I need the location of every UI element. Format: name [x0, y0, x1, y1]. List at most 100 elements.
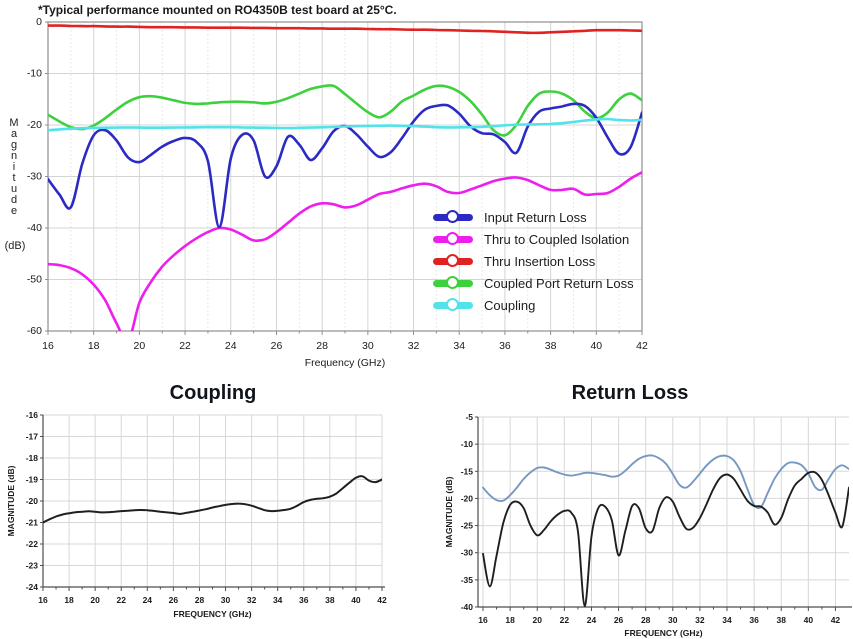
svg-text:-15: -15 — [461, 466, 474, 476]
x-axis-label: Frequency (GHz) — [305, 357, 386, 369]
svg-text:-20: -20 — [461, 493, 474, 503]
svg-text:-10: -10 — [27, 68, 42, 80]
svg-text:-10: -10 — [461, 439, 474, 449]
svg-text:-25: -25 — [461, 521, 474, 531]
svg-text:30: 30 — [362, 340, 374, 352]
svg-text:-18: -18 — [26, 453, 39, 463]
svg-text:28: 28 — [316, 340, 328, 352]
main-y-axis-unit: (dB) — [4, 240, 26, 252]
svg-text:-16: -16 — [26, 410, 39, 420]
legend-label: Thru Insertion Loss — [484, 253, 596, 269]
gridlines — [478, 416, 849, 608]
svg-text:40: 40 — [351, 595, 361, 605]
svg-text:-23: -23 — [26, 561, 39, 571]
svg-text:34: 34 — [722, 615, 732, 625]
svg-text:-22: -22 — [26, 539, 39, 549]
svg-text:32: 32 — [695, 615, 705, 625]
x-axis-label: FREQUENCY (GHz) — [173, 609, 251, 619]
svg-text:24: 24 — [143, 595, 153, 605]
svg-text:26: 26 — [614, 615, 624, 625]
svg-text:36: 36 — [749, 615, 759, 625]
axes — [45, 21, 643, 335]
series-coupling — [48, 117, 642, 132]
svg-text:22: 22 — [179, 340, 191, 352]
y-axis-label: MAGNITUDE (dB) — [6, 465, 16, 536]
svg-text:32: 32 — [408, 340, 420, 352]
svg-text:40: 40 — [804, 615, 814, 625]
svg-text:36: 36 — [299, 595, 309, 605]
svg-text:-50: -50 — [27, 274, 42, 286]
series-coupled-port-return-loss — [482, 454, 849, 510]
legend-label: Input Return Loss — [484, 209, 587, 225]
main-chart-title: *Typical performance mounted on RO4350B … — [38, 3, 397, 17]
legend-marker — [433, 232, 473, 245]
legend-marker — [433, 254, 473, 267]
svg-text:-21: -21 — [26, 518, 39, 528]
svg-text:-20: -20 — [27, 119, 42, 131]
svg-text:42: 42 — [831, 615, 841, 625]
series-input-return-loss — [482, 470, 849, 607]
svg-text:0: 0 — [36, 16, 42, 28]
svg-text:26: 26 — [271, 340, 283, 352]
svg-text:-30: -30 — [461, 548, 474, 558]
legend-item-thru-insertion-loss: Thru Insertion Loss — [433, 250, 634, 272]
svg-text:24: 24 — [587, 615, 597, 625]
svg-text:-35: -35 — [461, 575, 474, 585]
svg-text:18: 18 — [505, 615, 515, 625]
main-chart-legend: Input Return Loss Thru to Coupled Isolati… — [433, 206, 634, 316]
legend-label: Thru to Coupled Isolation — [484, 231, 630, 247]
svg-text:32: 32 — [247, 595, 257, 605]
tick-labels: -16 -17 -18 -19 -20 -21 -22 -23 -24 16 18 20 22 24 26 2… — [26, 410, 387, 605]
svg-text:34: 34 — [273, 595, 283, 605]
svg-text:24: 24 — [225, 340, 237, 352]
return-loss-chart-plot: -5 -10 -15 -20 -25 -30 -35 -40 16 18 20 22 24 26 28 30 3… — [444, 412, 852, 638]
series-coupled-port-return-loss — [48, 84, 642, 137]
svg-text:34: 34 — [453, 340, 465, 352]
svg-text:-17: -17 — [26, 432, 39, 442]
svg-text:16: 16 — [42, 340, 54, 352]
svg-text:-40: -40 — [461, 602, 474, 612]
svg-text:26: 26 — [169, 595, 179, 605]
legend-marker — [433, 210, 473, 223]
legend-item-input-return-loss: Input Return Loss — [433, 206, 634, 228]
series-coupling — [43, 475, 382, 524]
return-loss-chart-title: Return Loss — [571, 382, 689, 404]
svg-text:38: 38 — [776, 615, 786, 625]
svg-text:42: 42 — [636, 340, 648, 352]
series-thru-to-coupled-isolation — [48, 171, 642, 331]
svg-text:-40: -40 — [27, 222, 42, 234]
tick-labels: -5 -10 -15 -20 -25 -30 -35 -40 16 18 20 22 24 26 28 30 3… — [461, 412, 841, 625]
svg-text:30: 30 — [221, 595, 231, 605]
legend-item-thru-to-coupled-isolation: Thru to Coupled Isolation — [433, 228, 634, 250]
y-axis-label: MAGNITUDE (dB) — [444, 476, 454, 547]
svg-text:16: 16 — [38, 595, 48, 605]
svg-text:28: 28 — [641, 615, 651, 625]
series-group — [482, 454, 849, 607]
svg-text:-60: -60 — [27, 325, 42, 337]
svg-text:42: 42 — [377, 595, 387, 605]
svg-text:16: 16 — [478, 615, 488, 625]
svg-text:20: 20 — [533, 615, 543, 625]
coupling-chart-title: Coupling — [169, 382, 257, 404]
legend-label: Coupled Port Return Loss — [484, 275, 634, 291]
coupling-chart-plot: -16 -17 -18 -19 -20 -21 -22 -23 -24 16 18 20 22 24 26 2… — [6, 410, 387, 619]
svg-text:20: 20 — [90, 595, 100, 605]
svg-text:40: 40 — [590, 340, 602, 352]
axes — [40, 414, 385, 591]
svg-text:28: 28 — [195, 595, 205, 605]
svg-text:20: 20 — [134, 340, 146, 352]
gridlines — [42, 414, 383, 588]
legend-label: Coupling — [484, 297, 536, 313]
series-thru-insertion-loss — [48, 24, 642, 35]
svg-text:18: 18 — [88, 340, 100, 352]
svg-text:-5: -5 — [465, 412, 473, 422]
svg-text:38: 38 — [545, 340, 557, 352]
x-axis-label: FREQUENCY (GHz) — [624, 628, 702, 638]
svg-text:22: 22 — [560, 615, 570, 625]
svg-text:-24: -24 — [26, 582, 39, 592]
legend-marker — [433, 298, 473, 311]
svg-text:36: 36 — [499, 340, 511, 352]
series-group — [43, 475, 382, 524]
